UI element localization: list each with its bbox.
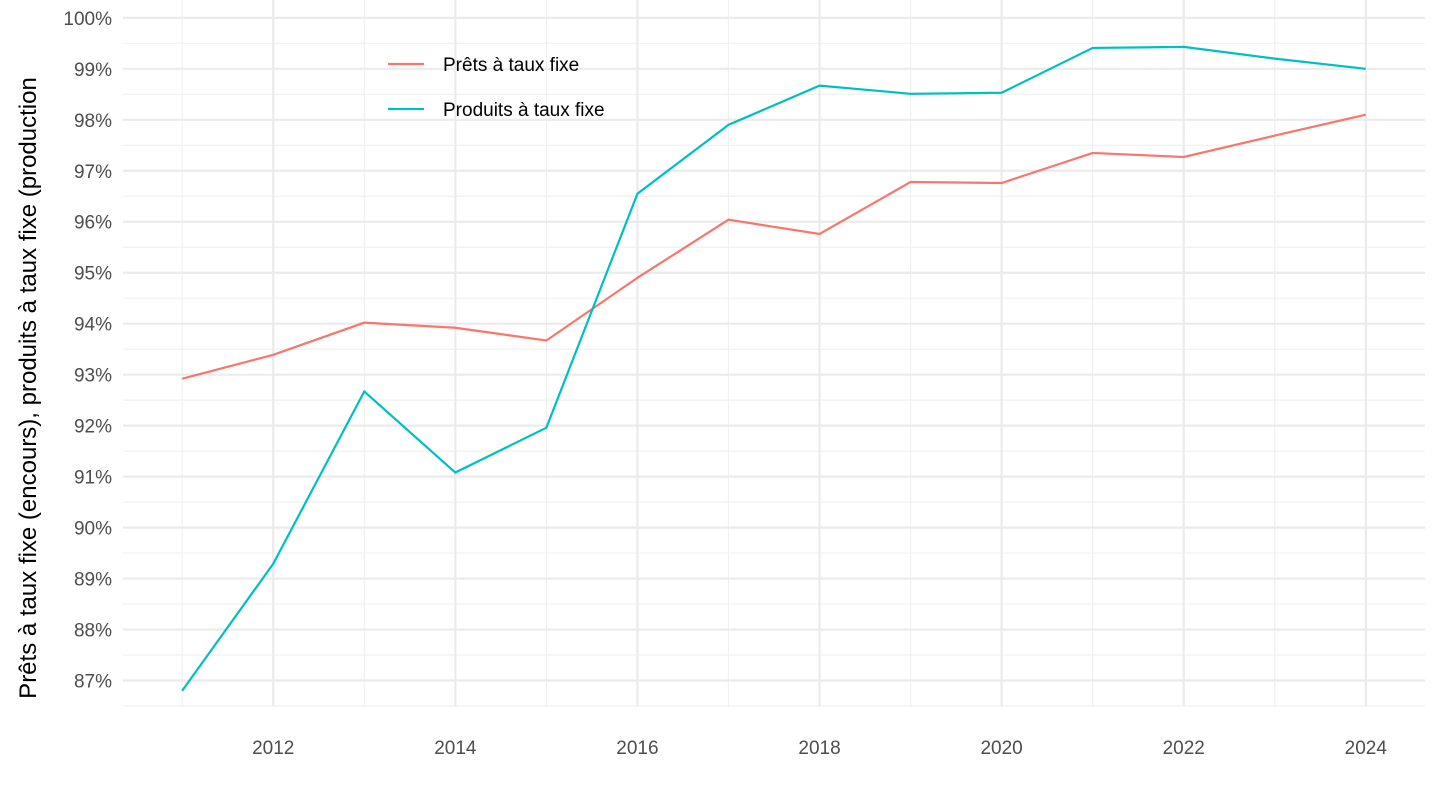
- x-tick-label: 2016: [616, 738, 658, 759]
- series-line-produits: [181, 45, 1366, 692]
- y-tick-label: 89%: [74, 570, 112, 591]
- y-tick-label: 94%: [74, 315, 112, 336]
- x-tick-label: 2024: [1345, 738, 1388, 759]
- y-tick-label: 97%: [74, 162, 112, 183]
- y-tick-label: 87%: [74, 672, 112, 693]
- grid: [123, 0, 1425, 707]
- x-tick-label: 2012: [252, 738, 294, 759]
- x-tick-label: 2022: [1163, 738, 1205, 759]
- y-axis-label: Prêts à taux fixe (encours), produits à …: [15, 77, 42, 699]
- y-tick-label: 91%: [74, 468, 112, 489]
- x-tick-label: 2014: [434, 738, 477, 759]
- y-tick-label: 99%: [74, 60, 112, 81]
- legend: Prêts à taux fixe Produits à taux fixe: [388, 55, 605, 121]
- y-tick-label: 92%: [74, 417, 112, 438]
- y-tick-label: 98%: [74, 111, 112, 132]
- legend-label-prets: Prêts à taux fixe: [443, 55, 579, 76]
- x-tick-label: 2020: [980, 738, 1022, 759]
- series-line-prets: [181, 113, 1367, 380]
- y-tick-label: 96%: [74, 213, 112, 234]
- y-tick-label: 100%: [63, 9, 112, 30]
- x-axis-ticks: 2012 2014 2016 2018 2020 2022 2024: [252, 738, 1387, 759]
- y-tick-label: 88%: [74, 621, 112, 642]
- series-lines: [181, 45, 1367, 692]
- y-axis-ticks: 87% 88% 89% 90% 91% 92% 93% 94% 95% 96% 97% 98% 99% 1…: [63, 9, 112, 693]
- y-tick-label: 95%: [74, 264, 112, 285]
- y-tick-label: 90%: [74, 519, 112, 540]
- x-tick-label: 2018: [798, 738, 840, 759]
- legend-label-produits: Produits à taux fixe: [443, 100, 605, 121]
- y-tick-label: 93%: [74, 366, 112, 387]
